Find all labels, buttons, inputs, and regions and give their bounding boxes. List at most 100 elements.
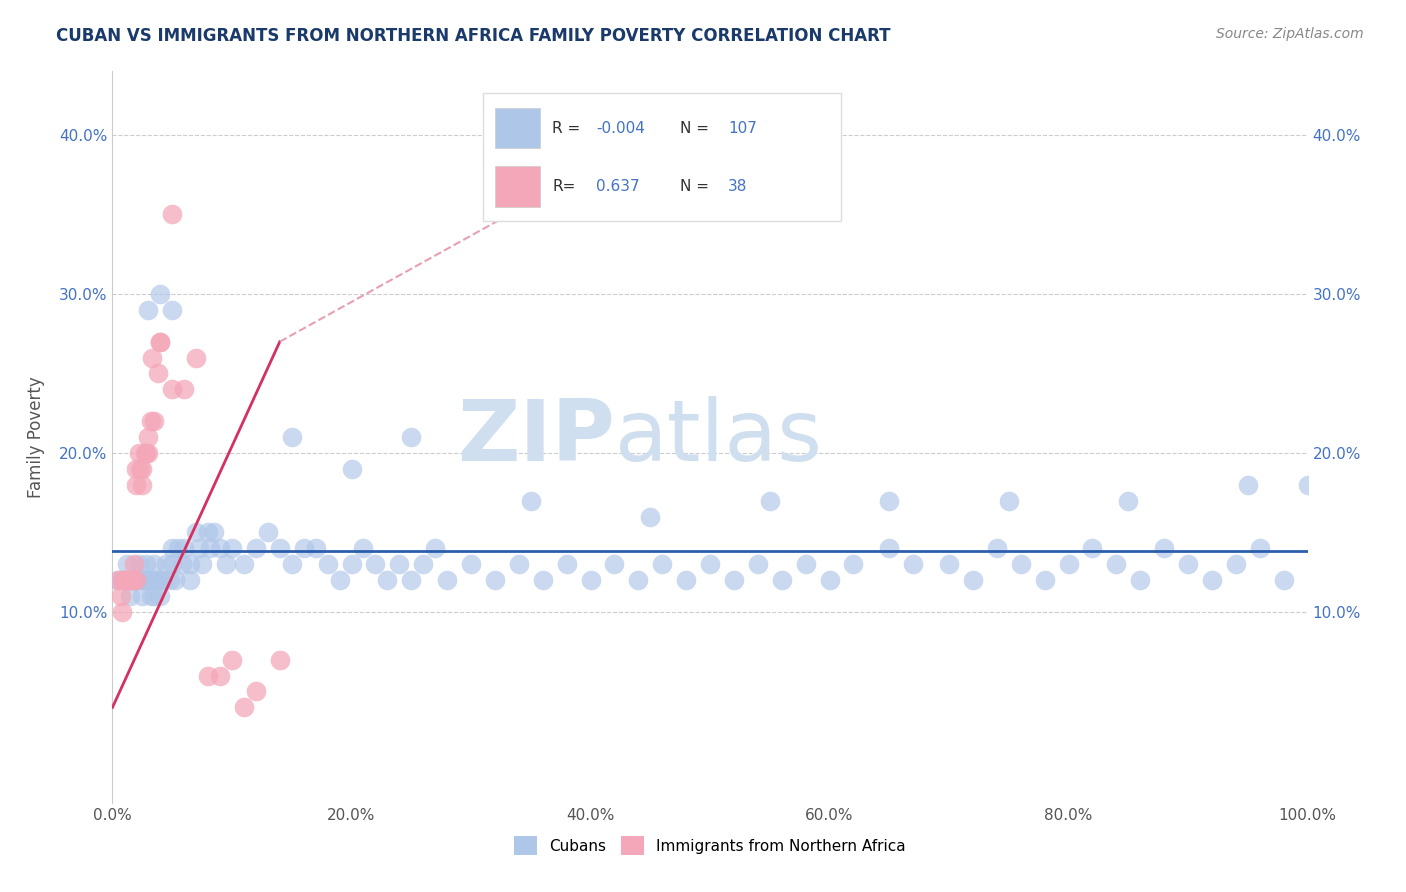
Point [215, 558, 238, 572]
Point [281, 558, 304, 572]
Point [1129, 573, 1152, 587]
Point [110, 589, 132, 603]
Text: ZIP: ZIP [457, 395, 614, 479]
Point [257, 525, 280, 540]
Point [162, 383, 183, 397]
Point [114, 573, 135, 587]
Point [747, 558, 769, 572]
Point [162, 558, 183, 572]
Point [173, 541, 195, 556]
Point [425, 541, 447, 556]
Point [149, 334, 172, 349]
Point [329, 573, 352, 587]
Point [245, 541, 267, 556]
Point [221, 541, 243, 556]
Text: 0.637: 0.637 [596, 179, 640, 194]
Point [125, 573, 148, 587]
Text: N =: N = [681, 121, 709, 136]
Point [340, 558, 363, 572]
Point [117, 573, 139, 587]
Point [460, 558, 482, 572]
Point [143, 414, 166, 428]
Point [138, 573, 160, 587]
Text: R =: R = [553, 121, 585, 136]
Point [388, 558, 411, 572]
Point [197, 668, 219, 682]
Point [903, 558, 925, 572]
Point [134, 446, 156, 460]
Point [146, 573, 169, 587]
Point [107, 573, 129, 587]
Point [131, 462, 153, 476]
Point [1118, 493, 1140, 508]
Point [1081, 541, 1104, 556]
Point [120, 589, 142, 603]
Point [128, 558, 150, 572]
Point [134, 573, 156, 587]
Point [139, 589, 162, 603]
FancyBboxPatch shape [495, 167, 540, 207]
Point [202, 525, 225, 540]
Point [723, 573, 745, 587]
Point [1237, 477, 1260, 491]
Point [162, 302, 183, 317]
Point [555, 558, 578, 572]
FancyBboxPatch shape [484, 94, 842, 221]
Point [155, 558, 177, 572]
Point [1272, 573, 1295, 587]
Point [131, 573, 153, 587]
Text: N =: N = [681, 179, 709, 194]
Point [651, 558, 673, 572]
Point [167, 541, 190, 556]
Point [484, 573, 506, 587]
Point [122, 558, 145, 572]
Point [138, 573, 160, 587]
Point [138, 446, 160, 460]
Point [1177, 558, 1199, 572]
Text: Source: ZipAtlas.com: Source: ZipAtlas.com [1216, 27, 1364, 41]
Point [146, 367, 169, 381]
Point [340, 462, 363, 476]
Point [122, 573, 145, 587]
Point [138, 430, 160, 444]
Point [186, 351, 208, 365]
Text: R=: R= [553, 179, 575, 194]
Point [269, 541, 291, 556]
Point [305, 541, 328, 556]
Point [120, 573, 142, 587]
Point [292, 541, 315, 556]
Point [1033, 573, 1056, 587]
Text: -0.004: -0.004 [596, 121, 645, 136]
Point [162, 207, 183, 221]
Point [508, 558, 530, 572]
Point [209, 668, 232, 682]
Point [186, 525, 208, 540]
Point [879, 541, 901, 556]
Point [200, 541, 222, 556]
Point [759, 493, 782, 508]
Point [191, 558, 214, 572]
Point [135, 558, 157, 572]
Point [197, 525, 219, 540]
Point [269, 653, 291, 667]
Point [162, 541, 183, 556]
Point [938, 558, 960, 572]
Point [114, 573, 135, 587]
Point [401, 430, 423, 444]
Point [377, 573, 399, 587]
Point [436, 573, 458, 587]
FancyBboxPatch shape [495, 108, 540, 148]
Point [111, 605, 134, 619]
Point [125, 477, 148, 491]
Point [122, 573, 145, 587]
Point [152, 573, 174, 587]
Point [125, 462, 148, 476]
Point [364, 558, 387, 572]
Point [1225, 558, 1247, 572]
Point [179, 573, 201, 587]
Point [520, 493, 543, 508]
Point [141, 351, 163, 365]
Point [1057, 558, 1080, 572]
Point [1010, 558, 1032, 572]
Point [1296, 477, 1319, 491]
